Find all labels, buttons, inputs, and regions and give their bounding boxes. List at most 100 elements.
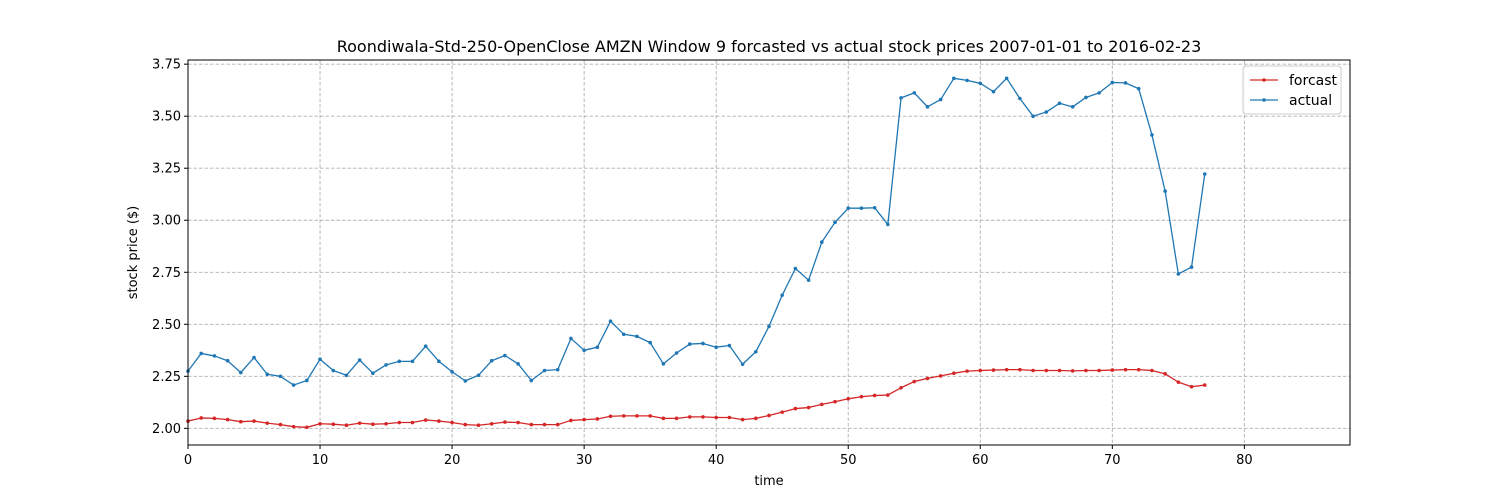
data-point-actual	[489, 358, 494, 363]
data-point-actual	[1189, 265, 1194, 269]
data-point-actual	[767, 324, 771, 329]
legend: forcast actual	[1242, 65, 1342, 115]
data-point-actual	[701, 341, 705, 346]
data-point-forcast	[806, 405, 811, 410]
series-line-forcast	[187, 369, 1205, 428]
y-axis-ticks: 2.00 2.25 2.50 2.75 3.00 3.25 3.50 3.75	[152, 58, 188, 437]
data-point-forcast	[1031, 368, 1035, 373]
data-point-forcast	[437, 419, 441, 423]
data-point-forcast	[529, 422, 534, 427]
data-point-actual	[239, 370, 243, 375]
data-point-actual	[899, 96, 903, 100]
data-point-forcast	[410, 420, 415, 425]
data-point-forcast	[1136, 367, 1141, 372]
data-point-actual	[225, 358, 230, 363]
data-point-forcast	[661, 416, 666, 421]
data-point-forcast	[793, 406, 798, 411]
data-point-actual	[687, 342, 692, 346]
data-point-forcast	[1097, 368, 1101, 373]
data-point-forcast	[872, 393, 877, 398]
data-point-forcast	[318, 421, 322, 426]
data-point-forcast	[912, 379, 917, 384]
data-point-actual	[278, 374, 283, 379]
data-point-actual	[621, 332, 626, 337]
data-point-forcast	[938, 374, 943, 378]
y-axis-label: stock price ($)	[126, 206, 141, 300]
data-point-actual	[463, 379, 468, 383]
data-point-actual	[1004, 76, 1009, 81]
data-point-actual	[859, 206, 864, 210]
data-point-forcast	[595, 417, 600, 421]
data-point-forcast	[212, 416, 217, 421]
data-point-forcast	[833, 399, 837, 404]
data-point-forcast	[925, 376, 930, 381]
data-point-forcast	[1123, 367, 1128, 372]
data-point-actual	[555, 367, 560, 372]
x-axis-label: time	[754, 474, 783, 489]
data-point-forcast	[687, 415, 692, 419]
data-point-actual	[635, 334, 639, 339]
data-point-forcast	[252, 419, 256, 423]
data-point-forcast	[291, 424, 296, 429]
data-point-forcast	[674, 416, 679, 421]
data-point-actual	[450, 369, 454, 374]
data-point-actual	[542, 368, 547, 373]
data-point-actual	[252, 355, 256, 360]
data-point-forcast	[820, 402, 824, 407]
data-point-forcast	[1163, 372, 1167, 376]
data-point-actual	[991, 89, 996, 94]
data-point-forcast	[701, 415, 705, 419]
data-point-forcast	[859, 394, 864, 399]
data-point-forcast	[952, 371, 956, 376]
data-point-forcast	[1202, 383, 1207, 387]
data-point-actual	[1150, 133, 1154, 137]
data-point-actual	[371, 371, 375, 376]
legend-swatch-marker	[1262, 78, 1266, 82]
y-tick-label: 3.50	[152, 110, 181, 125]
data-point-forcast	[753, 416, 758, 421]
data-point-forcast	[767, 413, 771, 418]
data-point-actual	[1176, 272, 1181, 276]
data-point-actual	[978, 81, 983, 86]
data-point-actual	[212, 354, 217, 358]
data-point-forcast	[991, 368, 996, 372]
data-point-actual	[1123, 81, 1128, 85]
data-point-forcast	[1057, 368, 1062, 373]
data-point-actual	[595, 345, 600, 349]
data-point-forcast	[621, 414, 626, 418]
data-point-actual	[397, 359, 402, 364]
data-point-actual	[833, 220, 837, 225]
data-point-actual	[1136, 86, 1141, 91]
data-point-actual	[199, 351, 204, 356]
data-point-forcast	[1189, 384, 1194, 389]
legend-label: forcast	[1289, 73, 1338, 89]
data-point-actual	[410, 359, 415, 364]
data-point-actual	[661, 362, 666, 366]
data-point-actual	[423, 344, 428, 348]
data-point-forcast	[635, 414, 639, 418]
x-tick-label: 30	[576, 453, 593, 468]
data-point-actual	[1084, 95, 1088, 100]
data-point-actual	[912, 91, 917, 95]
x-tick-label: 10	[312, 453, 329, 468]
data-point-forcast	[371, 422, 375, 426]
x-tick-label: 40	[708, 453, 725, 468]
data-point-actual	[1202, 172, 1207, 176]
y-tick-label: 3.25	[152, 162, 181, 177]
data-point-actual	[806, 278, 811, 282]
data-point-forcast	[740, 417, 745, 422]
data-point-forcast	[278, 422, 283, 427]
grid	[187, 60, 1350, 445]
data-point-forcast	[978, 368, 983, 373]
y-tick-label: 2.25	[152, 370, 181, 385]
legend-item-forcast: forcast	[1250, 73, 1338, 89]
data-point-forcast	[714, 415, 718, 420]
data-point-forcast	[503, 420, 507, 424]
y-tick-label: 2.00	[152, 422, 181, 437]
data-point-forcast	[1070, 369, 1075, 373]
data-point-forcast	[476, 423, 481, 428]
y-tick-label: 3.00	[152, 214, 181, 229]
y-tick-label: 3.75	[152, 58, 181, 73]
data-point-actual	[1044, 110, 1049, 114]
data-point-forcast	[516, 420, 520, 425]
